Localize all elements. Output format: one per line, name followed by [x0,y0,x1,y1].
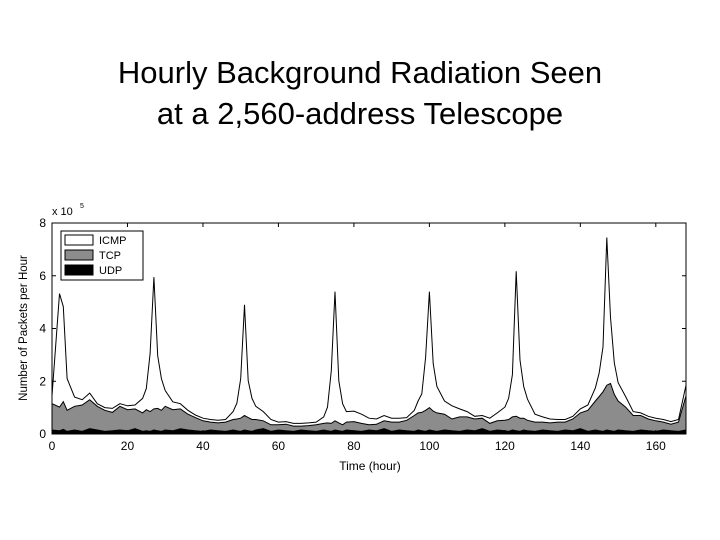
x-tick-label: 140 [570,439,590,453]
y-tick-label: 6 [39,269,46,283]
x-tick-label: 40 [196,439,210,453]
legend-label-icmp: ICMP [99,235,127,247]
legend-label-udp: UDP [99,265,122,277]
area-icmp [51,237,687,435]
axis-ticks: 0 20 40 60 80 100 120 140 160 0 2 4 6 8 [39,216,686,453]
y-axis-label: Number of Packets per Hour [18,255,30,401]
y-multiplier-label: x 10 [52,206,73,218]
area-tcp [51,382,687,435]
slide-title: Hourly Background Radiation Seen at a 2,… [0,52,720,134]
x-axis-label: Time (hour) [339,459,401,473]
y-tick-label: 2 [39,374,46,388]
series-areas [51,237,687,435]
y-tick-label: 0 [39,427,46,441]
y-multiplier-exponent: 5 [80,203,84,210]
x-tick-label: 80 [347,439,361,453]
legend: ICMP TCP UDP [60,230,144,281]
y-tick-label: 4 [39,322,46,336]
legend-swatch-udp [64,264,94,276]
legend-swatch-icmp [64,234,94,246]
x-tick-label: 100 [419,439,439,453]
x-tick-label: 0 [49,439,56,453]
legend-swatch-tcp [64,249,94,261]
y-tick-label: 8 [39,216,46,230]
x-tick-label: 20 [121,439,135,453]
area-udp [51,428,687,435]
x-tick-label: 120 [495,439,515,453]
x-tick-label: 60 [272,439,286,453]
slide-title-line-1: Hourly Background Radiation Seen [117,55,603,90]
legend-label-tcp: TCP [99,250,121,262]
x-tick-label: 160 [646,439,666,453]
slide-title-line-2: at a 2,560-address Telescope [156,96,564,131]
